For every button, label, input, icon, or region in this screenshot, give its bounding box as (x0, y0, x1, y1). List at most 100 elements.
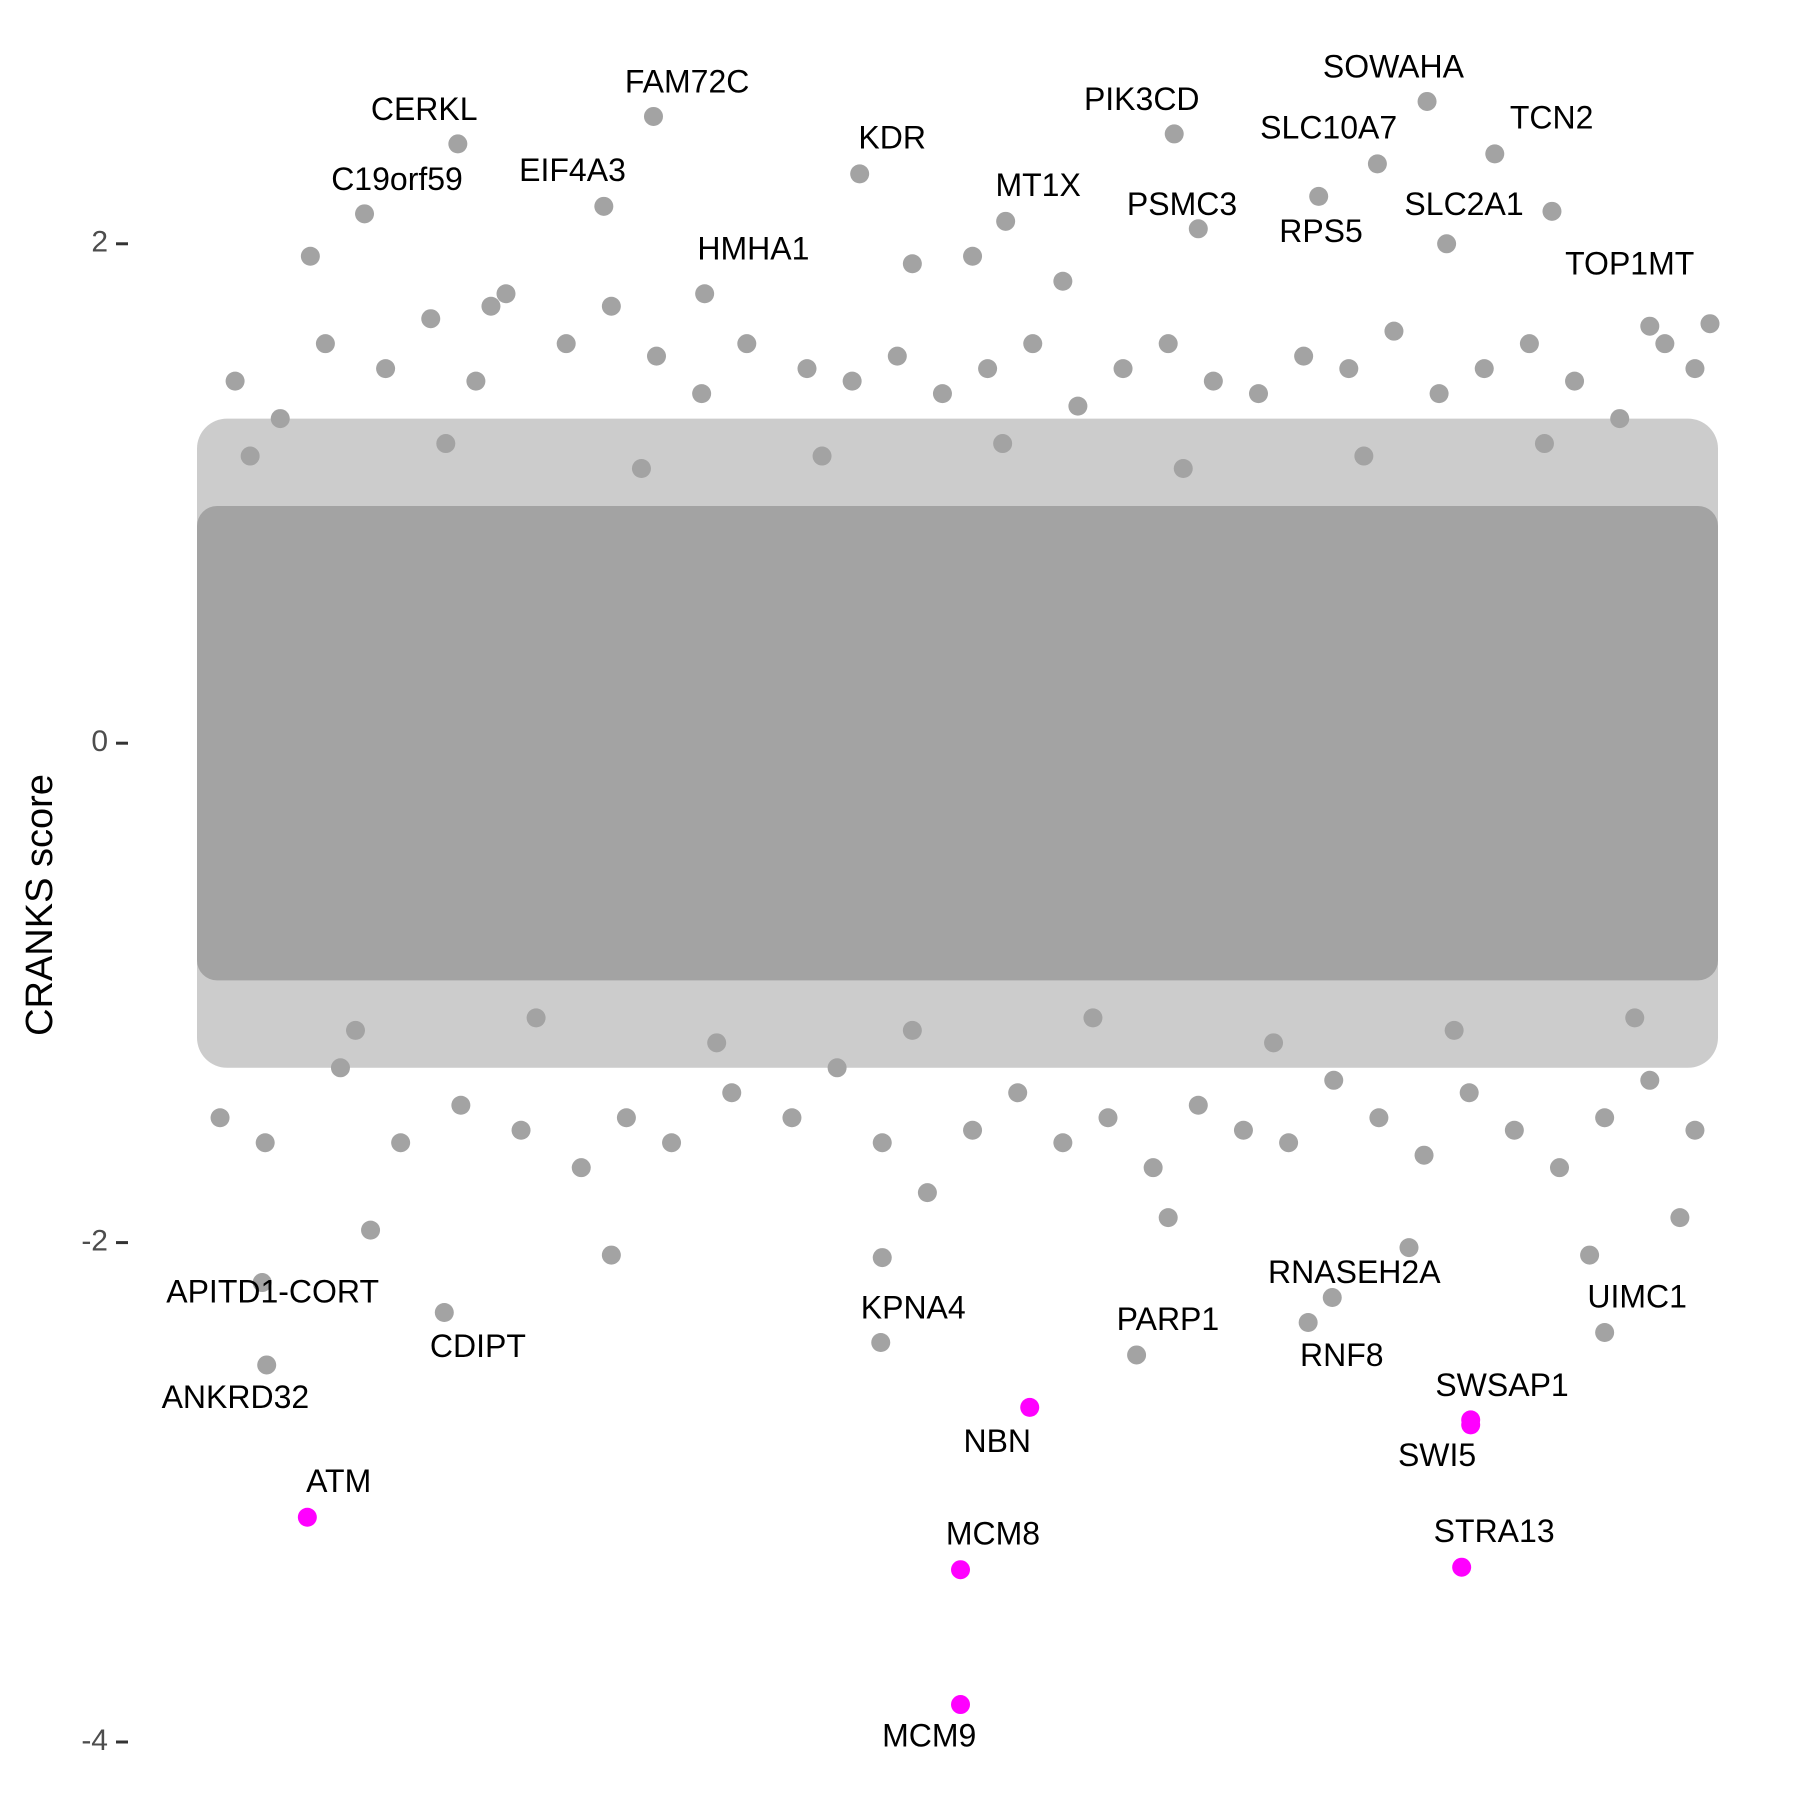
point (872, 1248, 892, 1268)
point-label: RNASEH2A (1268, 1254, 1441, 1290)
point (1203, 371, 1223, 391)
point (601, 296, 621, 316)
point (1414, 1145, 1434, 1165)
point (1279, 1133, 1299, 1153)
point (1625, 1008, 1645, 1028)
point (917, 1183, 937, 1203)
point (647, 346, 666, 366)
point (1640, 1070, 1660, 1090)
point (871, 1332, 891, 1352)
point (451, 1095, 471, 1115)
point (1504, 1120, 1524, 1140)
point (850, 164, 870, 184)
point-label: HMHA1 (697, 230, 809, 266)
point (1685, 359, 1705, 379)
point (842, 371, 862, 391)
point (1565, 371, 1585, 391)
point (252, 1273, 272, 1293)
point (1367, 154, 1387, 174)
point-label: NBN (963, 1423, 1031, 1459)
point (255, 1133, 275, 1153)
point (1098, 1108, 1118, 1128)
point (1399, 1238, 1419, 1258)
point (1298, 1313, 1318, 1333)
point (1113, 359, 1133, 379)
point (695, 284, 715, 304)
point (571, 1158, 591, 1178)
point-label: TOP1MT (1565, 245, 1694, 281)
point (707, 1033, 727, 1053)
point (1474, 359, 1494, 379)
point (556, 334, 576, 354)
point-label: RPS5 (1279, 213, 1363, 249)
point (1485, 144, 1505, 164)
point-label: SLC2A1 (1404, 186, 1523, 222)
point (391, 1133, 411, 1153)
point (902, 1020, 922, 1040)
point (1640, 316, 1660, 336)
point (1534, 434, 1554, 454)
point-label: RNF8 (1300, 1337, 1384, 1373)
point (1249, 384, 1268, 404)
point (1158, 1208, 1178, 1228)
point-label: MCM9 (882, 1718, 976, 1754)
point (376, 359, 396, 379)
point (1459, 1083, 1479, 1103)
point (1685, 1120, 1705, 1140)
point (951, 1560, 971, 1580)
point (978, 359, 998, 379)
point (872, 1133, 892, 1153)
point (1700, 314, 1720, 334)
point (297, 1507, 317, 1527)
point (1173, 459, 1193, 479)
point (511, 1120, 531, 1140)
point (1294, 346, 1314, 366)
point (421, 309, 441, 329)
point (1324, 1070, 1344, 1090)
point (1354, 446, 1374, 466)
point-label: CDIPT (430, 1328, 526, 1364)
point (1417, 91, 1437, 111)
point (1595, 1322, 1615, 1342)
point (1053, 1133, 1073, 1153)
y-tick-label: -4 (81, 1724, 108, 1757)
point (1519, 334, 1539, 354)
point (782, 1108, 802, 1128)
point-label: APITD1-CORT (166, 1274, 379, 1310)
point (448, 134, 468, 154)
point (1580, 1245, 1600, 1265)
point (1542, 201, 1562, 221)
point (315, 334, 335, 354)
point-label: KPNA4 (861, 1289, 966, 1325)
point (1369, 1108, 1389, 1128)
point (963, 246, 983, 266)
y-tick-label: 0 (91, 725, 108, 758)
point-label: KDR (858, 120, 926, 156)
point (643, 106, 663, 126)
point (1188, 219, 1208, 239)
point (951, 1695, 971, 1715)
point-label: PARP1 (1117, 1301, 1220, 1337)
point (270, 409, 290, 429)
point (601, 1245, 621, 1265)
point (300, 246, 320, 266)
y-tick-label: -2 (81, 1225, 108, 1258)
point (210, 1108, 230, 1128)
point (932, 384, 952, 404)
point (1339, 359, 1359, 379)
point (361, 1220, 381, 1240)
point (797, 359, 817, 379)
point-label: EIF4A3 (519, 152, 626, 188)
point (1188, 1095, 1208, 1115)
y-axis-title: CRANKS score (19, 774, 61, 1036)
point (1384, 321, 1404, 341)
point (1127, 1345, 1147, 1365)
point (1023, 334, 1043, 354)
point (1068, 396, 1088, 416)
point (240, 446, 260, 466)
point (1595, 1108, 1615, 1128)
point (1264, 1033, 1284, 1053)
point (1429, 384, 1449, 404)
point (827, 1058, 847, 1078)
